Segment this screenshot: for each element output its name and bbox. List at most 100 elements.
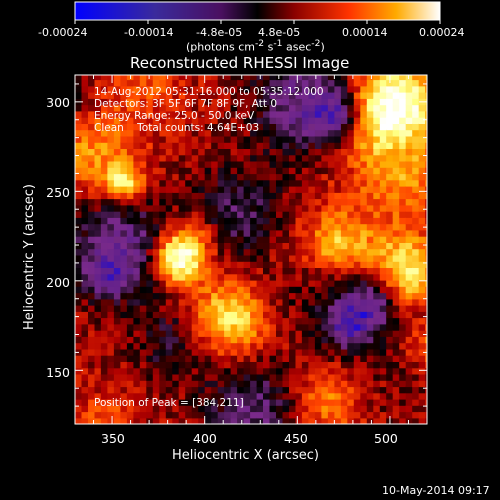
heatmap-cell xyxy=(256,242,264,250)
heatmap-cell xyxy=(178,342,186,350)
heatmap-cell xyxy=(405,323,413,331)
heatmap-cell xyxy=(198,85,206,93)
heatmap-cell xyxy=(178,311,186,319)
heatmap-cell xyxy=(276,192,284,200)
heatmap-cell xyxy=(250,223,258,231)
heatmap-cell xyxy=(204,236,212,243)
heatmap-cell xyxy=(263,211,271,218)
heatmap-cell xyxy=(295,298,303,306)
heatmap-cell xyxy=(165,192,173,200)
heatmap-cell xyxy=(314,173,322,181)
heatmap-cell xyxy=(256,286,264,294)
heatmap-cell xyxy=(314,411,322,419)
heatmap-cell xyxy=(113,298,121,306)
heatmap-cell xyxy=(366,398,374,406)
heatmap-cell xyxy=(146,267,154,275)
heatmap-cell xyxy=(295,98,303,106)
heatmap-cell xyxy=(340,367,348,375)
heatmap-cell xyxy=(230,355,238,362)
heatmap-cell xyxy=(327,92,335,99)
heatmap-cell xyxy=(159,348,167,356)
heatmap-cell xyxy=(185,386,193,394)
heatmap-cell xyxy=(373,123,381,131)
heatmap-cell xyxy=(211,267,219,275)
heatmap-cell xyxy=(276,348,284,356)
heatmap-cell xyxy=(425,198,427,206)
heatmap-cell xyxy=(81,204,89,212)
heatmap-cell xyxy=(347,286,355,294)
heatmap-cell xyxy=(237,217,245,225)
heatmap-cell xyxy=(211,123,219,131)
heatmap-cell xyxy=(308,373,316,381)
heatmap-cell xyxy=(399,380,407,388)
heatmap-cell xyxy=(295,129,303,137)
heatmap-cell xyxy=(327,160,335,168)
heatmap-cell xyxy=(340,98,348,106)
heatmap-cell xyxy=(308,317,316,325)
heatmap-cell xyxy=(373,317,381,325)
heatmap-cell xyxy=(185,179,193,187)
heatmap-cell xyxy=(327,204,335,212)
heatmap-cell xyxy=(172,323,180,331)
heatmap-cell xyxy=(217,292,225,300)
heatmap-cell xyxy=(405,148,413,156)
heatmap-cell xyxy=(412,129,420,137)
heatmap-cell xyxy=(379,85,387,93)
heatmap-cell xyxy=(237,142,245,149)
heatmap-cell xyxy=(198,348,206,356)
heatmap-cell xyxy=(126,160,134,168)
heatmap-cell xyxy=(256,192,264,200)
heatmap-cell xyxy=(230,361,238,369)
heatmap-cell xyxy=(107,417,115,424)
heatmap-cell xyxy=(256,405,264,413)
heatmap-cell xyxy=(269,286,277,294)
heatmap-cell xyxy=(88,311,96,319)
heatmap-cell xyxy=(88,242,96,250)
y-axis-label: Heliocentric Y (arcsec) xyxy=(22,184,37,330)
heatmap-cell xyxy=(217,223,225,231)
heatmap-cell xyxy=(133,373,141,381)
heatmap-cell xyxy=(204,342,212,350)
heatmap-cell xyxy=(211,254,219,262)
heatmap-cell xyxy=(379,392,387,400)
heatmap-cell xyxy=(224,361,232,369)
heatmap-cell xyxy=(321,229,329,237)
heatmap-cell xyxy=(269,392,277,400)
heatmap-cell xyxy=(94,92,102,99)
heatmap-cell xyxy=(88,417,96,424)
heatmap-cell xyxy=(366,336,374,344)
heatmap-cell xyxy=(139,173,147,181)
heatmap-cell xyxy=(256,336,264,344)
heatmap-cell xyxy=(165,398,173,406)
heatmap-cell xyxy=(107,317,115,325)
heatmap-cell xyxy=(165,267,173,275)
heatmap-cell xyxy=(405,204,413,212)
heatmap-cell xyxy=(107,75,115,81)
heatmap-cell xyxy=(392,273,400,281)
heatmap-cell xyxy=(211,192,219,200)
heatmap-cell xyxy=(276,236,284,243)
heatmap-cell xyxy=(418,204,426,212)
heatmap-cell xyxy=(269,267,277,275)
heatmap-cell xyxy=(126,192,134,200)
heatmap-cell xyxy=(340,148,348,156)
heatmap-cell xyxy=(289,173,297,181)
heatmap-cell xyxy=(405,336,413,344)
heatmap-cell xyxy=(133,355,141,362)
heatmap-cell xyxy=(107,204,115,212)
heatmap-cell xyxy=(165,336,173,344)
heatmap-cell xyxy=(152,330,160,337)
heatmap-cell xyxy=(198,398,206,406)
heatmap-cell xyxy=(185,123,193,131)
heatmap-cell xyxy=(204,380,212,388)
heatmap-cell xyxy=(379,342,387,350)
heatmap-cell xyxy=(133,79,141,87)
heatmap-cell xyxy=(250,167,258,175)
heatmap-cell xyxy=(172,217,180,225)
heatmap-cell xyxy=(237,104,245,112)
heatmap-cell xyxy=(191,148,199,156)
heatmap-cell xyxy=(100,123,108,131)
heatmap-cell xyxy=(211,392,219,400)
heatmap-cell xyxy=(126,236,134,243)
heatmap-cell xyxy=(165,342,173,350)
